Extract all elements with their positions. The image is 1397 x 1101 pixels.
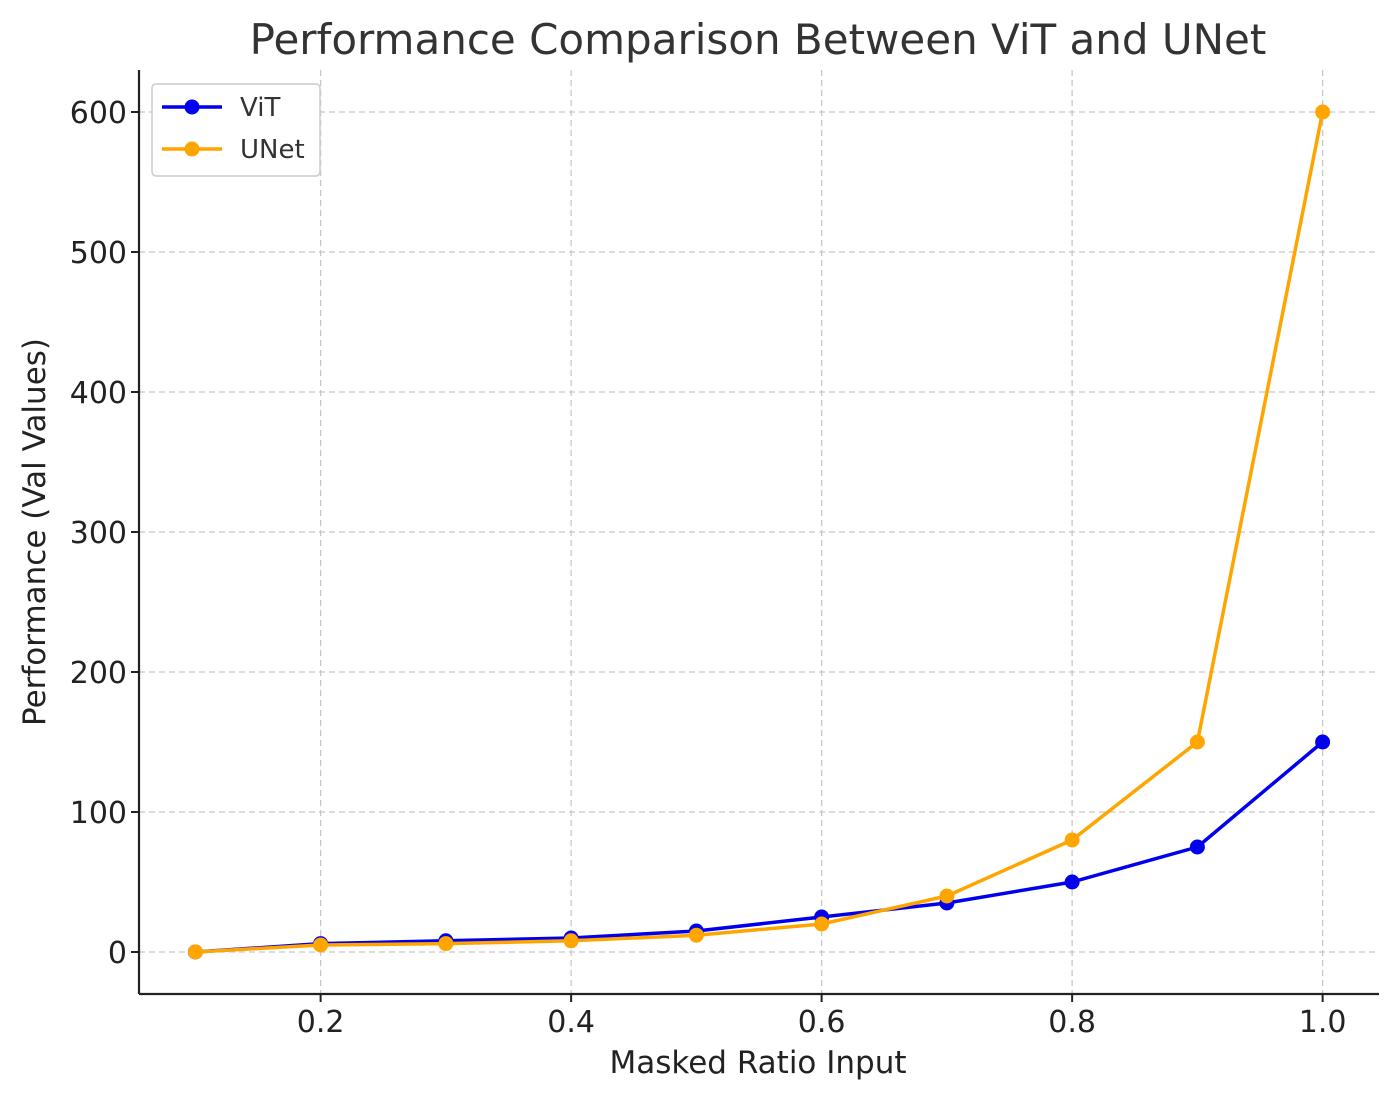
data-point-unet	[563, 933, 579, 949]
y-tick-label: 200	[70, 656, 127, 691]
x-tick-label: 0.2	[297, 1005, 345, 1040]
legend-label-vit: ViT	[240, 93, 280, 123]
y-tick-label: 600	[70, 96, 127, 131]
series-unet	[187, 104, 1331, 960]
x-tick-label: 0.4	[547, 1005, 595, 1040]
chart-title: Performance Comparison Between ViT and U…	[250, 15, 1267, 64]
data-point-unet	[939, 888, 955, 904]
gridlines	[139, 70, 1379, 994]
legend: ViT UNet	[151, 83, 321, 177]
y-tick-label: 100	[70, 796, 127, 831]
y-tick-label: 0	[108, 936, 127, 971]
data-point-vit	[1189, 839, 1205, 855]
y-tick-label: 500	[70, 236, 127, 271]
series-line-unet	[195, 111, 1325, 954]
y-ticks: 0 100 200 300 400 500 600	[70, 96, 139, 971]
data-point-unet	[187, 944, 203, 960]
x-tick-label: 0.6	[798, 1005, 846, 1040]
legend-label-unet: UNet	[240, 135, 305, 165]
data-point-unet	[1064, 832, 1080, 848]
x-ticks: 0.2 0.4 0.6 0.8 1.0	[297, 994, 1347, 1040]
x-tick-label: 1.0	[1299, 1005, 1347, 1040]
y-tick-label: 400	[70, 376, 127, 411]
y-tick-label: 300	[70, 516, 127, 551]
series-vit	[187, 734, 1331, 960]
data-point-unet	[814, 916, 830, 932]
data-point-vit	[1064, 874, 1080, 890]
data-point-unet	[438, 936, 454, 952]
x-tick-label: 0.8	[1048, 1005, 1096, 1040]
data-point-unet	[313, 937, 329, 953]
x-axis-label: Masked Ratio Input	[609, 1045, 906, 1081]
legend-marker-vit	[184, 99, 200, 115]
legend-marker-unet	[184, 141, 200, 157]
data-point-vit	[1315, 734, 1331, 750]
data-point-unet	[1189, 734, 1205, 750]
series-layer	[187, 104, 1331, 960]
data-point-unet	[1315, 104, 1331, 120]
series-line-vit	[195, 740, 1324, 954]
y-axis-label: Performance (Val Values)	[17, 338, 53, 726]
data-point-unet	[688, 927, 704, 943]
